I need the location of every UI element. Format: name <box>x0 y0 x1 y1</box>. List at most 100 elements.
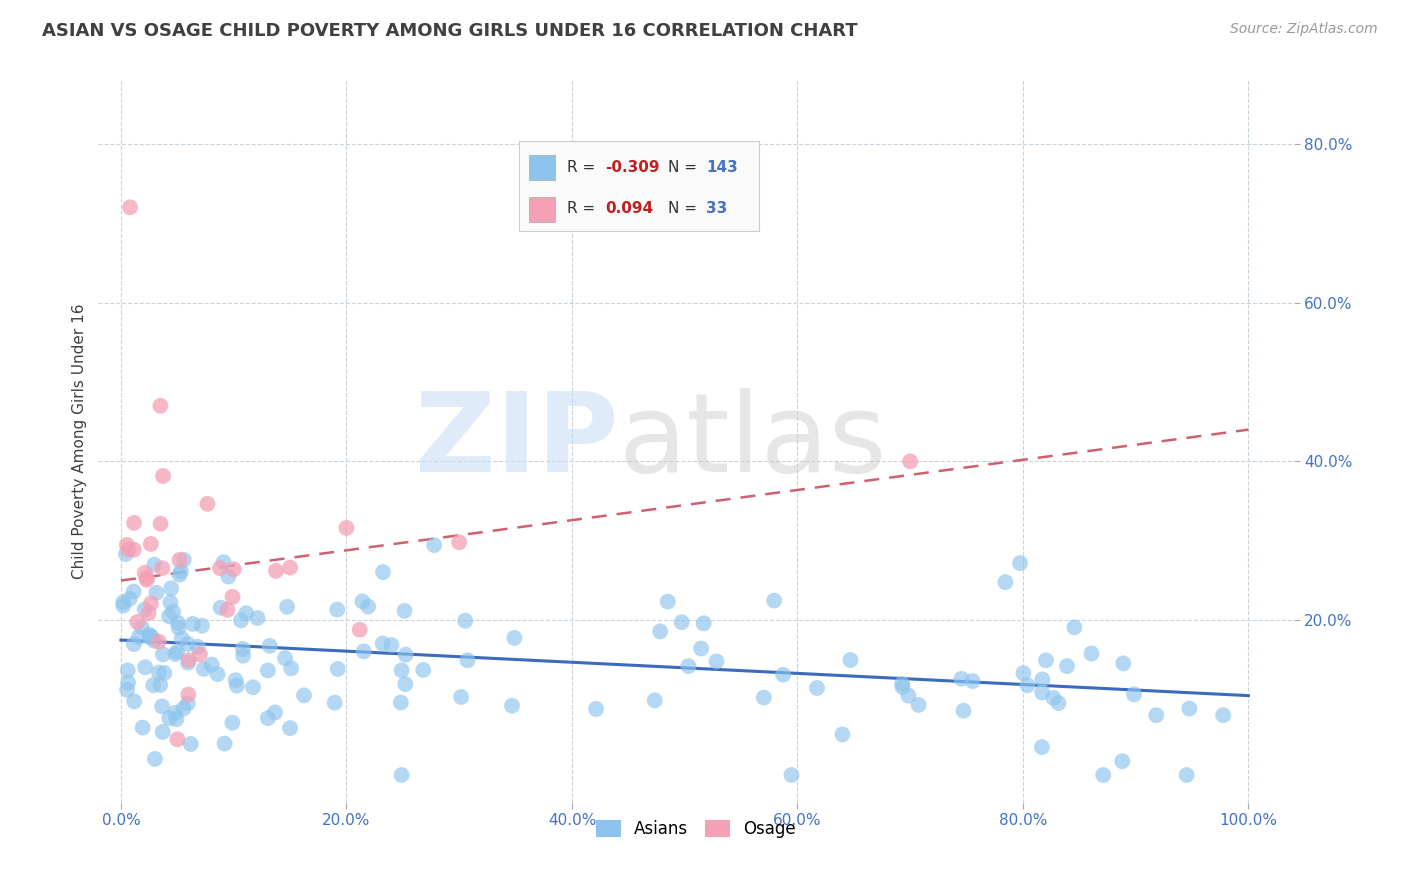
Y-axis label: Child Poverty Among Girls Under 16: Child Poverty Among Girls Under 16 <box>72 304 87 579</box>
Point <box>264 564 287 578</box>
Point <box>173 553 195 567</box>
Point <box>187 640 209 654</box>
Point <box>172 701 194 715</box>
Point <box>1080 647 1102 661</box>
Point <box>292 689 315 703</box>
Point <box>122 542 145 557</box>
Point <box>657 595 679 609</box>
Point <box>994 575 1017 590</box>
Point <box>128 630 150 644</box>
Point <box>335 521 357 535</box>
Point <box>165 647 187 661</box>
Point <box>115 538 138 552</box>
Point <box>349 623 371 637</box>
Point <box>232 641 254 656</box>
Point <box>1031 673 1053 687</box>
Point <box>257 711 280 725</box>
Point <box>256 664 278 678</box>
Text: ASIAN VS OSAGE CHILD POVERTY AMONG GIRLS UNDER 16 CORRELATION CHART: ASIAN VS OSAGE CHILD POVERTY AMONG GIRLS… <box>42 22 858 40</box>
Point <box>135 573 157 587</box>
Point <box>371 565 394 579</box>
Point <box>160 582 183 596</box>
Point <box>221 590 243 604</box>
Point <box>162 605 184 619</box>
Point <box>134 566 156 580</box>
Point <box>1063 620 1085 634</box>
Point <box>165 712 187 726</box>
Point <box>839 653 862 667</box>
Point <box>127 615 149 629</box>
Point <box>152 469 174 483</box>
Point <box>232 648 254 663</box>
Point <box>229 613 252 627</box>
Point <box>170 564 193 578</box>
Point <box>214 737 236 751</box>
Point <box>278 560 301 574</box>
Point <box>1035 653 1057 667</box>
Point <box>371 636 394 650</box>
Point <box>143 752 166 766</box>
Point <box>122 637 145 651</box>
Point <box>150 561 173 575</box>
Point <box>222 562 245 576</box>
Point <box>907 698 929 712</box>
Point <box>159 595 181 609</box>
Point <box>197 497 219 511</box>
Text: -0.309: -0.309 <box>606 160 659 175</box>
Point <box>167 621 190 635</box>
Point <box>952 704 974 718</box>
Point <box>153 666 176 681</box>
Point <box>454 614 477 628</box>
Point <box>177 656 200 670</box>
Point <box>122 584 145 599</box>
Point <box>323 696 346 710</box>
Point <box>122 694 145 708</box>
Point <box>259 639 281 653</box>
Point <box>678 659 700 673</box>
Point <box>706 655 728 669</box>
Point <box>950 672 973 686</box>
Point <box>142 678 165 692</box>
Point <box>115 547 138 561</box>
Text: R =: R = <box>567 160 600 175</box>
Point <box>139 597 162 611</box>
Point <box>353 644 375 658</box>
Point <box>326 662 349 676</box>
Point <box>1178 701 1201 715</box>
Point <box>644 693 666 707</box>
Point <box>138 628 160 642</box>
Point <box>145 586 167 600</box>
Point <box>501 698 523 713</box>
Text: Source: ZipAtlas.com: Source: ZipAtlas.com <box>1230 22 1378 37</box>
Point <box>225 673 247 687</box>
Point <box>391 664 413 678</box>
Point <box>166 645 188 659</box>
Point <box>152 725 174 739</box>
Point <box>1008 556 1031 570</box>
Point <box>170 632 193 646</box>
Point <box>1031 740 1053 755</box>
Text: 0.094: 0.094 <box>606 201 654 216</box>
Point <box>112 595 135 609</box>
Point <box>763 593 786 607</box>
Point <box>117 664 139 678</box>
Point <box>1017 678 1039 692</box>
Point <box>177 637 200 651</box>
Point <box>891 677 914 691</box>
Point <box>246 611 269 625</box>
Point <box>177 697 200 711</box>
Point <box>148 634 170 648</box>
Point <box>395 648 418 662</box>
Point <box>177 653 200 667</box>
Point <box>690 641 713 656</box>
Point <box>169 567 191 582</box>
Point <box>1144 708 1167 723</box>
Point <box>242 680 264 694</box>
Point <box>806 681 828 695</box>
Point <box>831 727 853 741</box>
Point <box>115 682 138 697</box>
Point <box>380 638 402 652</box>
Point <box>1175 768 1198 782</box>
Point <box>122 516 145 530</box>
Point <box>650 624 672 639</box>
